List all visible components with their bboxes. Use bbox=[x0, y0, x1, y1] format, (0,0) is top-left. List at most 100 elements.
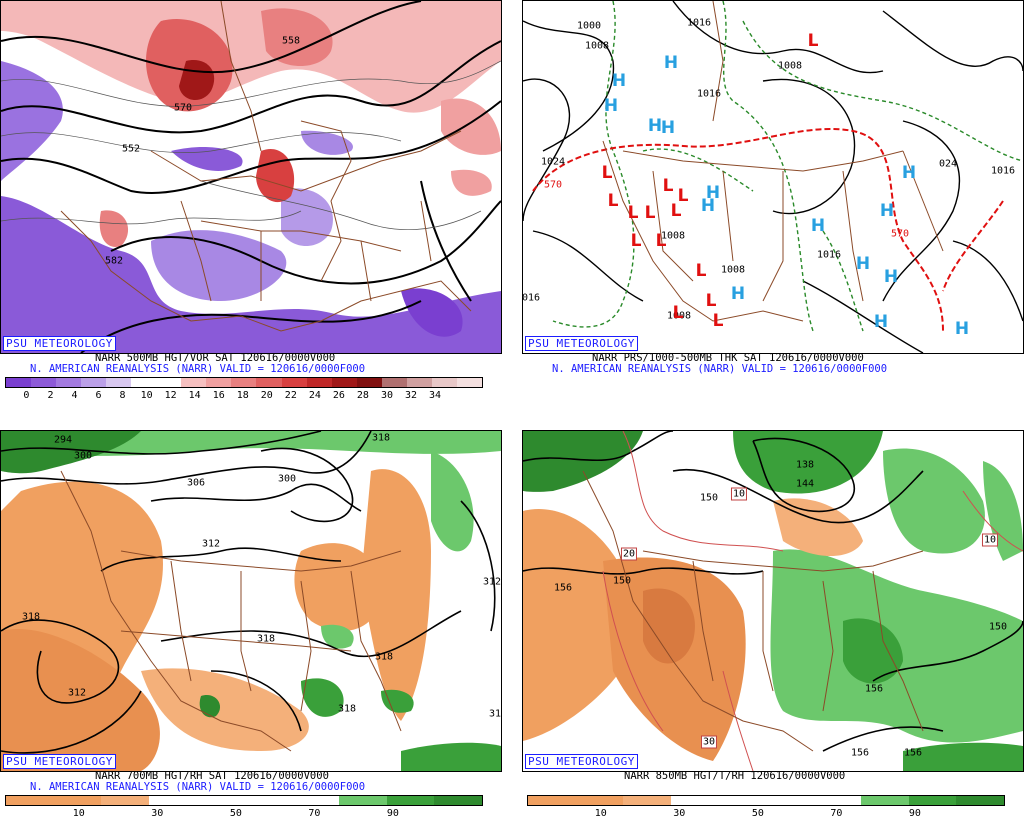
colorbar-tick-label: 10 bbox=[594, 808, 607, 819]
colorbar-segment bbox=[575, 796, 624, 805]
panel-subtitle: N. AMERICAN REANALYSIS (NARR) VALID = 12… bbox=[30, 363, 366, 375]
psu-meteorology-label: PSU METEOROLOGY bbox=[3, 336, 116, 351]
contour-label: 570 bbox=[173, 102, 193, 114]
colorbar-segment bbox=[813, 796, 862, 805]
psu-meteorology-label: PSU METEOROLOGY bbox=[3, 754, 116, 769]
contour-label: 10 bbox=[730, 487, 748, 501]
colorbar-tick-label: 50 bbox=[751, 808, 764, 819]
colorbar-tick-label: 28 bbox=[356, 390, 369, 401]
map-500mb-graphic bbox=[1, 1, 501, 353]
high-pressure-marker: H bbox=[705, 183, 721, 203]
panel-500mb-vorticity: 558 570 582 552 PSU METEOROLOGY NARR 500… bbox=[0, 0, 502, 402]
map-500mb: 558 570 582 552 PSU METEOROLOGY bbox=[0, 0, 502, 354]
low-pressure-marker: L bbox=[607, 191, 619, 211]
high-pressure-marker: H bbox=[810, 216, 826, 236]
panel-pressure-thickness: 1000 1008 1016 1008 1024 570 1008 1016 1… bbox=[522, 0, 1024, 402]
contour-label: 1008 bbox=[584, 40, 610, 52]
colorbar-tick-label: 18 bbox=[236, 390, 249, 401]
panel-subtitle: N. AMERICAN REANALYSIS (NARR) VALID = 12… bbox=[30, 781, 366, 793]
colorbar-tick-label: 70 bbox=[308, 808, 321, 819]
colorbar-tick-label: 30 bbox=[380, 390, 394, 401]
colorbar-tick-label: 16 bbox=[212, 390, 225, 401]
colorbar-segment bbox=[670, 796, 719, 805]
colorbar-segment bbox=[356, 378, 382, 387]
contour-label: 156 bbox=[850, 747, 870, 759]
low-pressure-marker: L bbox=[695, 261, 707, 281]
high-pressure-marker: H bbox=[954, 319, 970, 339]
contour-label: 312 bbox=[482, 576, 502, 588]
colorbar-segment bbox=[6, 378, 32, 387]
colorbar-tick-label: 30 bbox=[151, 808, 164, 819]
colorbar-segment bbox=[106, 378, 132, 387]
colorbar-segment bbox=[406, 378, 432, 387]
low-pressure-marker: L bbox=[670, 201, 682, 221]
map-pressure: 1000 1008 1016 1008 1024 570 1008 1016 1… bbox=[522, 0, 1024, 354]
low-pressure-marker: L bbox=[672, 303, 684, 323]
colorbar-tick-label: 8 bbox=[119, 390, 126, 401]
high-pressure-marker: H bbox=[663, 53, 679, 73]
high-pressure-marker: H bbox=[879, 201, 895, 221]
high-pressure-marker: H bbox=[660, 118, 676, 138]
high-pressure-marker: H bbox=[855, 254, 871, 274]
colorbar-segment bbox=[386, 796, 435, 805]
high-pressure-marker: H bbox=[647, 116, 663, 136]
colorbar-tick-label: 22 bbox=[284, 390, 297, 401]
contour-label: 318 bbox=[21, 611, 41, 623]
contour-label: 1016 bbox=[686, 17, 712, 29]
panel-850mb-temp-rh: 138 144 150 10 10 20 150 156 150 156 30 … bbox=[522, 430, 1024, 819]
contour-label: 144 bbox=[795, 478, 815, 490]
contour-label: 1000 bbox=[576, 20, 602, 32]
contour-label: 30 bbox=[700, 735, 718, 749]
panel-title: NARR PRS/1000-500MB THK SAT 120616/0000V… bbox=[592, 352, 864, 364]
colorbar-tick-label: 10 bbox=[140, 390, 153, 401]
contour-label: 552 bbox=[121, 143, 141, 155]
contour-label: 150 bbox=[988, 621, 1008, 633]
colorbar-tick-label: 0 bbox=[23, 390, 30, 401]
low-pressure-marker: L bbox=[655, 231, 667, 251]
contour-label: 156 bbox=[864, 683, 884, 695]
contour-label: 582 bbox=[104, 255, 124, 267]
colorbar-segment bbox=[131, 378, 157, 387]
colorbar-segment bbox=[528, 796, 576, 805]
contour-label: 156 bbox=[903, 747, 923, 759]
panel-700mb-rh: 294 300 306 300 318 312 318 318 318 312 … bbox=[0, 430, 502, 819]
colorbar-tick-label: 70 bbox=[830, 808, 843, 819]
map-850mb-graphic bbox=[523, 431, 1023, 771]
contour-label: 1008 bbox=[666, 310, 692, 322]
map-700mb: 294 300 306 300 318 312 318 318 318 312 … bbox=[0, 430, 502, 772]
panel-title: NARR 700MB HGT/RH SAT 120616/0000V000 bbox=[95, 770, 329, 782]
low-pressure-marker: L bbox=[644, 203, 656, 223]
colorbar-segment bbox=[434, 796, 482, 805]
colorbar-segment bbox=[291, 796, 340, 805]
contour-label: 150 bbox=[612, 575, 632, 587]
colorbar-tick-label: 6 bbox=[95, 390, 102, 401]
contour-label: 138 bbox=[795, 459, 815, 471]
map-pressure-graphic bbox=[523, 1, 1023, 353]
colorbar-rh bbox=[527, 795, 1005, 806]
high-pressure-marker: H bbox=[700, 196, 716, 216]
colorbar-tick-label: 4 bbox=[71, 390, 78, 401]
contour-label: 558 bbox=[281, 35, 301, 47]
contour-label: 1008 bbox=[720, 264, 746, 276]
colorbar-segment bbox=[31, 378, 57, 387]
psu-meteorology-label: PSU METEOROLOGY bbox=[525, 754, 638, 769]
contour-label: 1016 bbox=[816, 249, 842, 261]
colorbar-tick-label: 12 bbox=[164, 390, 177, 401]
contour-label: 1016 bbox=[990, 165, 1016, 177]
contour-label: 318 bbox=[488, 708, 502, 720]
contour-label: 1008 bbox=[660, 230, 686, 242]
high-pressure-marker: H bbox=[603, 96, 619, 116]
colorbar-segment bbox=[908, 796, 957, 805]
contour-label: 570 bbox=[543, 179, 563, 191]
colorbar-segment bbox=[456, 378, 482, 387]
low-pressure-marker: L bbox=[662, 176, 674, 196]
contour-label: 570 bbox=[890, 228, 910, 240]
colorbar-segment bbox=[243, 796, 292, 805]
contour-label: 312 bbox=[201, 538, 221, 550]
colorbar-segment bbox=[53, 796, 102, 805]
contour-label: 10 bbox=[981, 533, 999, 547]
panel-title: NARR 850MB HGT/T/RH 120616/0000V000 bbox=[624, 770, 846, 782]
contour-label: 318 bbox=[374, 651, 394, 663]
panel-title: NARR 500MB HGT/VOR SAT 120616/0000V000 bbox=[95, 352, 336, 364]
colorbar-segment bbox=[6, 796, 54, 805]
